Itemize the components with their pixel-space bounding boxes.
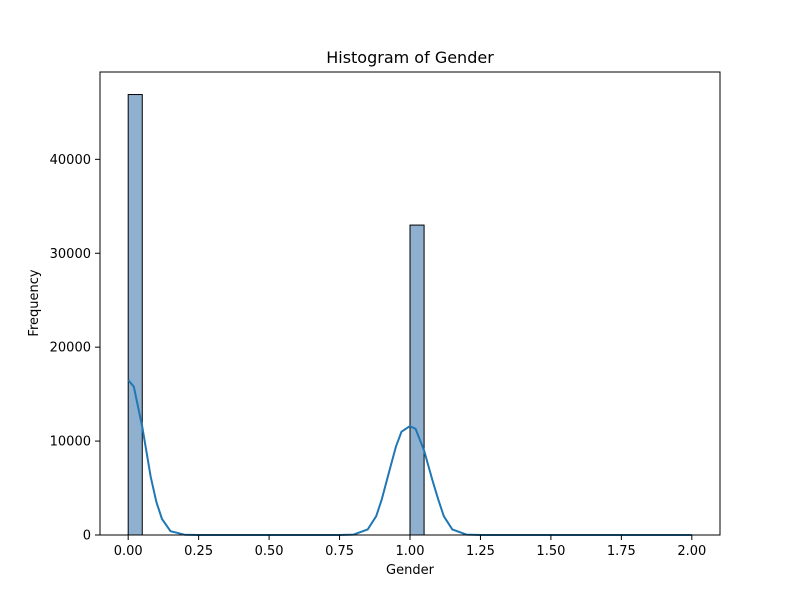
x-tick-label: 2.00 bbox=[677, 544, 706, 559]
kde-line bbox=[127, 379, 692, 536]
x-tick-label: 1.75 bbox=[607, 544, 636, 559]
y-tick-label: 40000 bbox=[50, 153, 91, 168]
y-tick-label: 30000 bbox=[50, 247, 91, 262]
y-ticks: 0 10000 20000 30000 40000 bbox=[50, 153, 100, 544]
x-tick-label: 1.00 bbox=[396, 544, 425, 559]
y-tick-label: 20000 bbox=[50, 341, 91, 356]
histogram-bar-0 bbox=[127, 94, 143, 536]
x-tick-label: 1.50 bbox=[536, 544, 565, 559]
y-tick-label: 0 bbox=[83, 529, 91, 544]
y-tick-label: 10000 bbox=[50, 435, 91, 450]
x-tick-label: 0.25 bbox=[184, 544, 213, 559]
histogram-bar-1 bbox=[409, 224, 425, 536]
bars-layer bbox=[127, 94, 425, 536]
y-axis-label: Frequency bbox=[27, 269, 42, 336]
kde-layer bbox=[127, 379, 692, 536]
x-tick-label: 0.00 bbox=[114, 544, 143, 559]
x-axis-label: Gender bbox=[386, 563, 435, 578]
x-tick-label: 1.25 bbox=[466, 544, 495, 559]
x-tick-label: 0.75 bbox=[325, 544, 354, 559]
x-ticks: 0.00 0.25 0.50 0.75 1.00 1.25 1.50 1.75 2.00 bbox=[114, 535, 706, 559]
x-tick-label: 0.50 bbox=[255, 544, 284, 559]
chart-title: Histogram of Gender bbox=[326, 48, 494, 67]
